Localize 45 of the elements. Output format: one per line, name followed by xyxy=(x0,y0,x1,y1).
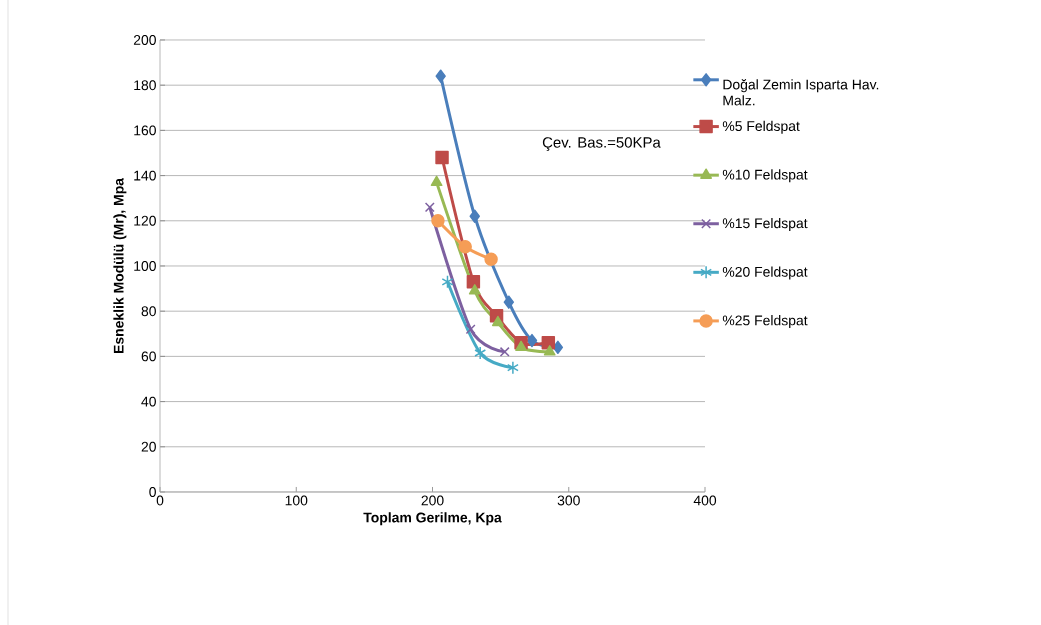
legend-label: %5 Feldspat xyxy=(722,120,800,134)
y-tick-label: 0 xyxy=(149,487,156,497)
point xyxy=(468,284,481,295)
x-tick-label: 200 xyxy=(421,495,444,506)
x-tick-label: 400 xyxy=(693,495,717,506)
point xyxy=(441,275,454,289)
point xyxy=(435,69,446,83)
y-tick-label: 180 xyxy=(134,80,156,91)
point xyxy=(469,209,480,223)
point xyxy=(474,346,487,360)
y-axis-title: Esneklik Modülü (Mr), Mpa xyxy=(113,177,127,353)
y-tick-label: 200 xyxy=(133,35,156,45)
point xyxy=(484,252,498,266)
point xyxy=(515,340,527,352)
point xyxy=(543,345,556,356)
point xyxy=(541,336,556,350)
x-tick-label: 100 xyxy=(285,495,308,506)
y-tick-label: 160 xyxy=(134,125,156,136)
y-tick-label: 100 xyxy=(134,261,156,271)
y-tick-label: 40 xyxy=(141,396,156,407)
point xyxy=(431,214,445,228)
annotation: Çev. Bas.=50KPa xyxy=(542,137,661,151)
point xyxy=(499,346,510,357)
point xyxy=(466,275,481,289)
legend-label: %20 Feldspat xyxy=(722,266,808,280)
y-tick-label: 120 xyxy=(134,215,156,226)
legend-label: Doğal Zemin Isparta Hav. Malz. xyxy=(723,79,879,106)
point xyxy=(430,175,443,187)
legend-label: %15 Feldspat xyxy=(722,217,808,231)
y-tick-label: 20 xyxy=(141,441,156,452)
x-axis-title: Toplam Gerilme, Kpa xyxy=(363,512,502,526)
point xyxy=(503,295,515,309)
y-tick-label: 140 xyxy=(134,170,156,181)
y-tick-label: 60 xyxy=(141,351,156,362)
y-tick-label: 80 xyxy=(141,306,156,317)
legend-label: %25 Feldspat xyxy=(722,315,808,329)
x-tick-label: 300 xyxy=(557,495,580,506)
point xyxy=(526,333,538,348)
point xyxy=(491,315,504,327)
point xyxy=(465,324,476,335)
point xyxy=(435,150,449,165)
point xyxy=(506,360,519,375)
legend-label: %10 Feldspat xyxy=(722,169,808,183)
point xyxy=(424,202,435,213)
x-tick-label: 0 xyxy=(156,495,164,506)
